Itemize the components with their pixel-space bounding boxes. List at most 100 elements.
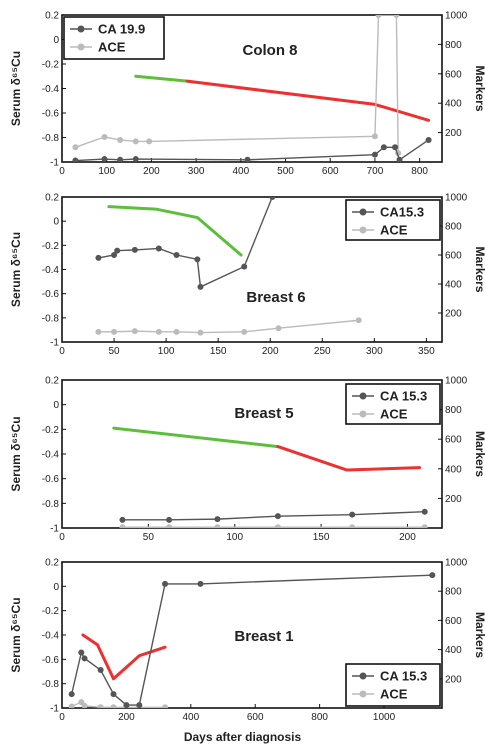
legend-swatch-marker xyxy=(359,410,367,418)
legend: CA 15.3 ACE xyxy=(345,383,441,425)
x-tick-label: 100 xyxy=(226,532,243,543)
x-tick-label: 800 xyxy=(311,712,328,723)
panel-3: 0 50 100 150 200 -1 -0.8 -0.6 -0.4 -0.2 0 0.2 200 400… xyxy=(9,376,485,544)
y-tick-label: -0.8 xyxy=(42,133,60,144)
legend-label: ACE xyxy=(380,687,408,702)
legend-swatch-marker xyxy=(77,25,85,33)
y-tick-label: 0 xyxy=(53,400,59,411)
copper-line-green xyxy=(134,74,189,83)
y-tick-label: 0.2 xyxy=(45,376,59,387)
series-point xyxy=(371,151,378,158)
y2-axis-label: Markers xyxy=(473,65,485,111)
y-tick-label: -0.2 xyxy=(42,241,60,252)
series-point xyxy=(97,667,104,674)
series-line xyxy=(75,139,429,162)
series-point xyxy=(68,691,75,698)
x-tick-label: 200 xyxy=(118,712,135,723)
panel-1: 0 100 200 300 400 500 600 700 800 -1 -0.8 -0.6 -0.4 -… xyxy=(9,11,485,178)
y-tick-label: 0.2 xyxy=(45,558,59,569)
x-tick-label: 600 xyxy=(322,166,339,177)
legend-box xyxy=(63,16,165,60)
y-tick-label: -0.4 xyxy=(42,265,60,276)
series-point xyxy=(131,328,138,335)
panel-title: Colon 8 xyxy=(243,42,298,59)
y2-tick-label: 1000 xyxy=(445,193,468,204)
x-tick-label: 100 xyxy=(98,166,115,177)
y2-tick-label: 1000 xyxy=(445,11,468,22)
series-point xyxy=(117,136,124,143)
series-point xyxy=(197,580,204,587)
series-point xyxy=(110,704,117,708)
series-point xyxy=(119,524,126,528)
legend-label: CA 15.3 xyxy=(380,389,427,404)
series-point xyxy=(166,524,173,528)
series-point xyxy=(241,328,248,335)
series-point xyxy=(269,197,276,200)
series-point xyxy=(274,524,281,528)
series-point xyxy=(275,325,282,332)
series-point xyxy=(155,245,162,252)
panel-2: 0 50 100 150 200 250 300 350 -1 -0.8 -0.6 -0.4 -0.2 0… xyxy=(9,193,485,358)
series-point xyxy=(72,157,79,162)
series-point xyxy=(274,513,281,520)
series-point xyxy=(119,516,126,523)
x-tick-label: 600 xyxy=(247,712,264,723)
y2-tick-label: 600 xyxy=(445,616,462,627)
x-tick-label: 500 xyxy=(277,166,294,177)
x-tick-label: 0 xyxy=(59,712,65,723)
legend-box xyxy=(345,383,441,425)
y2-tick-label: 600 xyxy=(445,251,462,262)
series-point xyxy=(421,524,428,528)
x-tick-label: 0 xyxy=(59,166,65,177)
y-tick-label: -0.6 xyxy=(42,655,60,666)
y-tick-label: -1 xyxy=(50,158,59,169)
x-tick-label: 100 xyxy=(158,346,175,357)
y-tick-label: -0.2 xyxy=(42,60,60,71)
plot-area xyxy=(72,15,432,162)
y2-axis-label: Markers xyxy=(473,431,485,477)
x-tick-label: 1000 xyxy=(373,712,396,723)
series-point xyxy=(146,138,153,145)
series-point xyxy=(131,246,138,253)
y-tick-label: -1 xyxy=(50,524,59,535)
x-tick-label: 50 xyxy=(143,532,155,543)
series-point xyxy=(244,156,251,162)
y-axis-label: Serum δ⁶⁵Cu xyxy=(9,51,23,126)
series-point xyxy=(101,134,108,141)
y2-tick-label: 200 xyxy=(445,128,462,139)
copper-line-red xyxy=(81,633,167,681)
series-point xyxy=(81,655,88,662)
y2-axis-label: Markers xyxy=(473,246,485,292)
x-tick-label: 800 xyxy=(411,166,428,177)
series-point xyxy=(123,702,130,708)
y-axis-label: Serum δ⁶⁵Cu xyxy=(9,232,23,307)
x-axis-title: Days after diagnosis xyxy=(183,730,302,744)
panel-title: Breast 1 xyxy=(234,628,293,645)
x-tick-label: 250 xyxy=(314,346,331,357)
legend-swatch-marker xyxy=(359,208,367,216)
x-tick-label: 350 xyxy=(418,346,435,357)
legend: CA 19.9 ACE xyxy=(63,16,165,60)
series-point xyxy=(162,704,169,708)
legend-label: ACE xyxy=(98,40,126,55)
y-tick-label: 0.2 xyxy=(45,11,59,22)
x-tick-label: 50 xyxy=(108,346,120,357)
y-tick-label: -0.4 xyxy=(42,450,60,461)
series-point xyxy=(355,317,362,324)
series-point xyxy=(162,580,169,587)
series-point xyxy=(375,15,382,18)
legend-swatch-marker xyxy=(359,392,367,400)
series-line xyxy=(122,511,425,521)
series-line xyxy=(98,197,273,288)
y-tick-label: -0.6 xyxy=(42,474,60,485)
y2-tick-label: 800 xyxy=(445,587,462,598)
y-tick-label: -0.4 xyxy=(42,84,60,95)
legend-label: CA 15.3 xyxy=(380,669,427,684)
panel-title: Breast 6 xyxy=(246,289,305,306)
series-point xyxy=(173,252,180,258)
series-point xyxy=(197,283,204,290)
series-line xyxy=(70,574,433,706)
legend-label: ACE xyxy=(380,407,408,422)
legend-box xyxy=(345,199,441,241)
